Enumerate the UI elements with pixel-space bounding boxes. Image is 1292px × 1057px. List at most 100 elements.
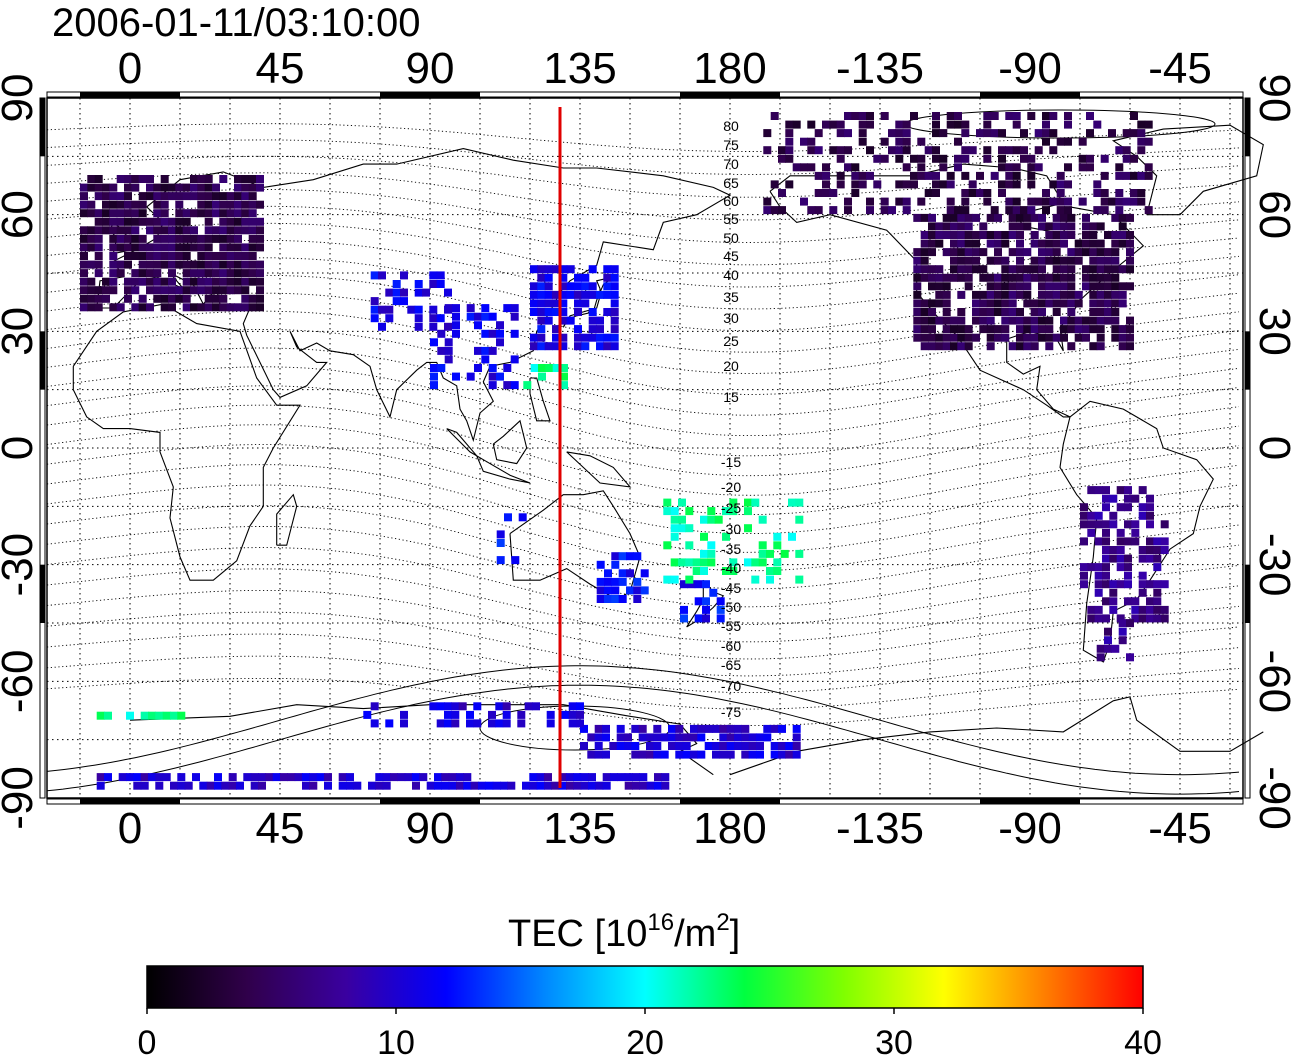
tec-cell — [124, 217, 132, 226]
mag-lat-label: -20 — [721, 479, 741, 495]
mag-contour — [46, 155, 1240, 198]
tec-cell — [248, 234, 257, 243]
colorbar-tick-label: 0 — [138, 1024, 157, 1057]
tec-cell — [481, 312, 490, 321]
tec-cell — [94, 252, 103, 260]
tec-cell — [214, 781, 222, 790]
tec-cell — [80, 226, 88, 235]
tec-cell — [594, 724, 603, 733]
tec-cell — [964, 333, 973, 342]
tec-cell — [986, 333, 995, 342]
tec-cell — [596, 333, 604, 342]
tec-cell — [763, 197, 772, 206]
tec-cell — [1049, 112, 1058, 120]
tec-cell — [1030, 213, 1039, 222]
tec-cell — [994, 308, 1002, 316]
tec-cell — [1118, 239, 1127, 248]
tec-cell — [722, 507, 730, 516]
tec-cell — [617, 773, 626, 782]
tec-cell — [559, 333, 568, 342]
tec-cell — [763, 733, 772, 742]
tec-cell — [624, 781, 633, 790]
tec-cell — [175, 200, 184, 209]
tec-cell — [716, 614, 725, 623]
tec-cell — [537, 342, 546, 351]
tec-cell — [972, 290, 980, 299]
tec-cell — [160, 183, 169, 192]
axis-bar-segments — [40, 92, 1250, 804]
tec-cell — [913, 299, 922, 308]
tec-cell — [529, 781, 538, 790]
tec-cell — [1138, 605, 1147, 614]
tec-cell — [758, 515, 767, 524]
tec-cell — [685, 558, 694, 567]
tec-cell — [1153, 537, 1162, 546]
tec-cell — [452, 321, 460, 330]
tec-cell — [1067, 308, 1076, 316]
tec-cell — [1049, 197, 1058, 206]
tec-cell — [678, 515, 686, 524]
tec-cell — [986, 290, 995, 299]
tec-cell — [234, 243, 242, 252]
tec-cell — [1096, 239, 1105, 248]
tec-cell — [964, 273, 973, 282]
tec-cell — [1124, 486, 1132, 495]
tec-cell — [1016, 213, 1024, 222]
tec-cell — [1089, 222, 1098, 231]
tec-cell — [256, 303, 264, 312]
tec-cell — [241, 286, 250, 295]
tec-cell — [1104, 273, 1112, 282]
tec-cell — [241, 183, 250, 192]
tec-cell — [80, 294, 88, 303]
mag-lat-label: 45 — [723, 248, 739, 264]
tec-cell — [116, 209, 125, 218]
tec-cell — [1111, 239, 1120, 248]
tec-cell — [131, 252, 140, 260]
mag-lat-label: 75 — [723, 137, 739, 153]
tec-cell — [168, 252, 176, 260]
tec-cell — [700, 567, 708, 575]
tec-cell — [160, 294, 169, 303]
tec-cell — [792, 120, 801, 129]
tec-cell — [748, 750, 757, 759]
tec-cell — [241, 226, 250, 235]
tec-cell — [581, 333, 590, 342]
tec-cell — [998, 154, 1006, 163]
tec-cell — [1045, 239, 1054, 248]
tec-cell — [814, 206, 823, 215]
tec-cell — [758, 541, 767, 550]
tec-cell — [588, 333, 597, 342]
tec-cell — [668, 742, 676, 750]
tec-cell — [109, 286, 118, 295]
tec-cell — [1109, 605, 1118, 614]
tec-cell — [682, 733, 691, 742]
tec-cell — [972, 239, 980, 248]
tec-cell — [175, 243, 184, 252]
tec-cell — [707, 515, 716, 524]
tec-cell — [913, 282, 922, 291]
tec-cell — [552, 342, 560, 351]
tec-cell — [979, 299, 988, 308]
tec-cell — [375, 781, 384, 790]
tec-cell — [1082, 273, 1090, 282]
map-plot-area: 8075706560555045403530252015-15-20-25-30… — [39, 91, 1264, 805]
tec-cell — [1137, 171, 1146, 180]
tec-cell — [559, 308, 568, 316]
tec-cell — [986, 282, 995, 291]
tec-cell — [719, 750, 728, 759]
tec-cell — [610, 273, 619, 282]
tec-cell — [734, 724, 742, 733]
tec-cell — [670, 532, 679, 541]
tec-cell — [234, 217, 242, 226]
tec-cell — [1001, 290, 1010, 299]
tec-cell — [928, 333, 936, 342]
tec-cell — [932, 146, 940, 155]
tec-cell — [670, 558, 679, 567]
tec-cell — [1023, 248, 1032, 257]
tec-cell — [309, 773, 318, 782]
tec-cell — [1052, 273, 1061, 282]
tec-cell — [751, 575, 760, 584]
tec-cell — [488, 329, 497, 338]
tec-cell — [932, 180, 940, 189]
tec-cell — [537, 316, 546, 325]
